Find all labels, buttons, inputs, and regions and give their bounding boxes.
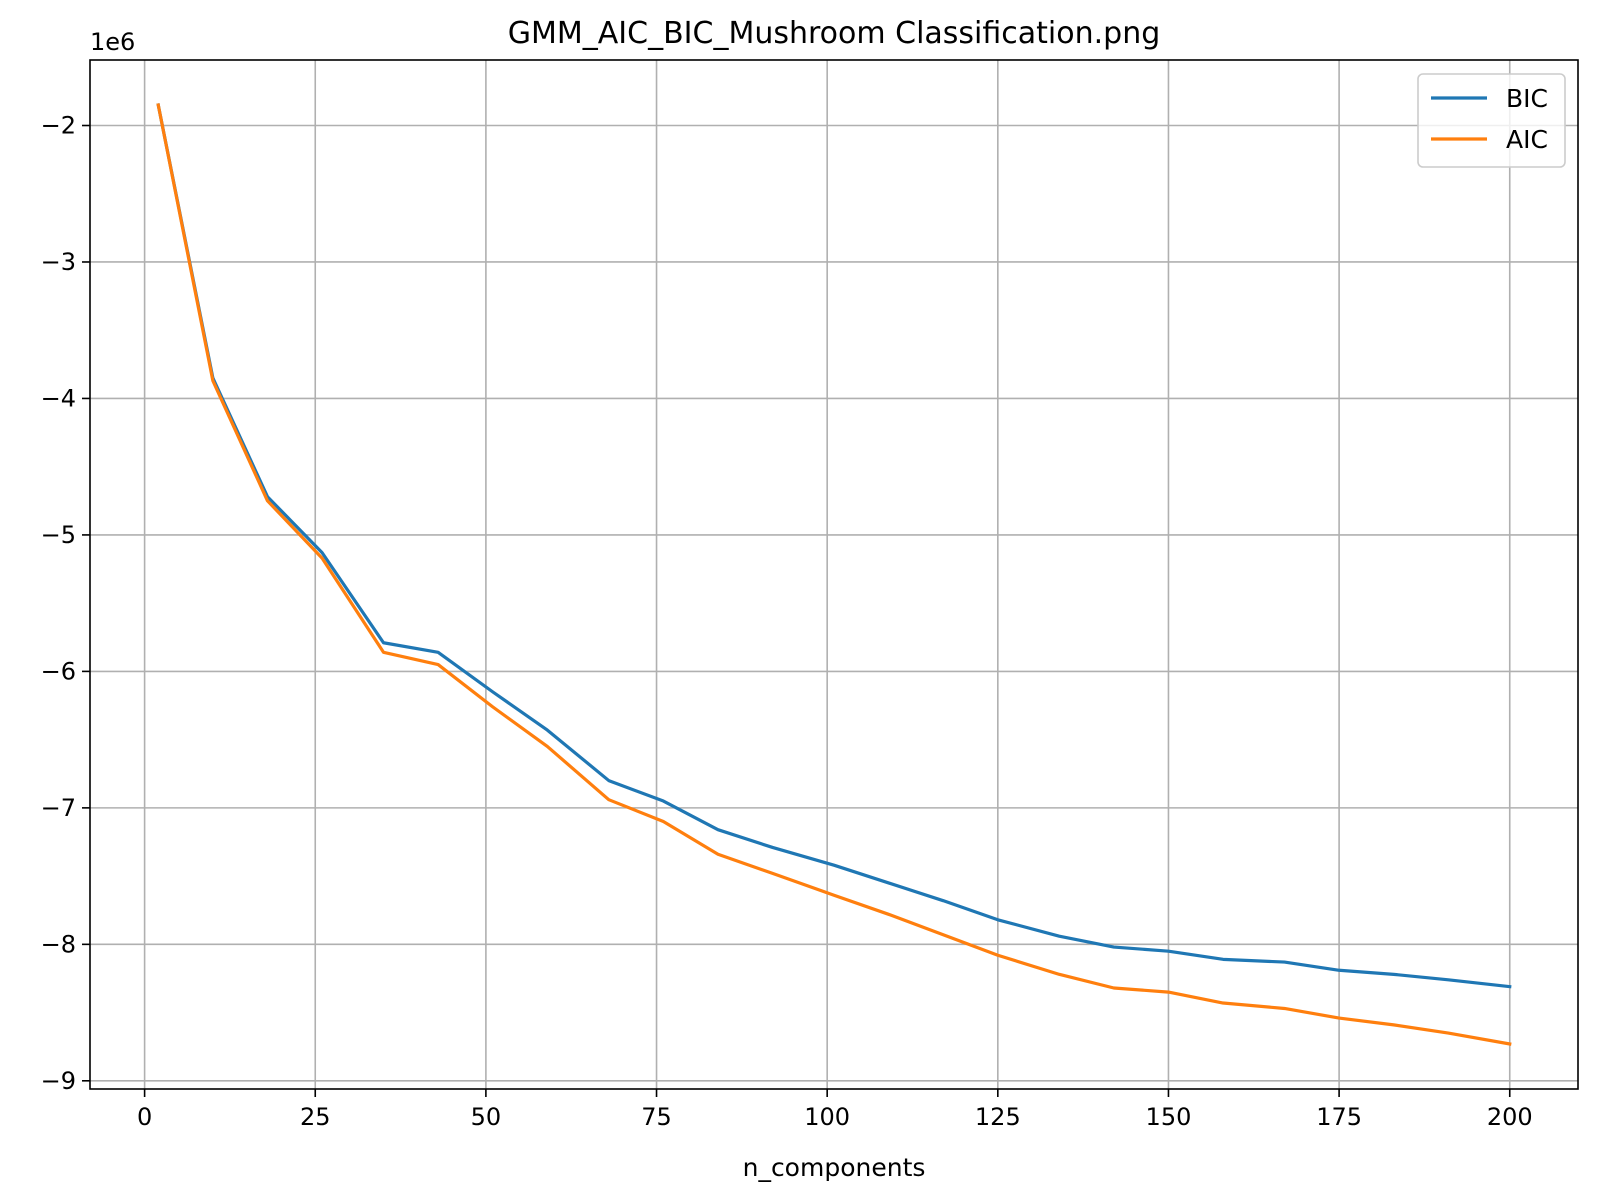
y-tick-label: −4 (41, 384, 76, 412)
axis-ticks (82, 124, 1511, 1097)
y-offset-label: 1e6 (90, 28, 135, 56)
plot-frame (89, 59, 1579, 1090)
x-tick-label: 75 (641, 1103, 672, 1131)
x-tick-label: 25 (300, 1103, 331, 1131)
y-tick-label: −6 (41, 657, 76, 685)
x-tick-label: 175 (1316, 1103, 1362, 1131)
x-tick-label: 50 (471, 1103, 502, 1131)
x-tick-label: 0 (137, 1103, 152, 1131)
plot-area (90, 60, 1578, 1089)
x-axis-label: n_components (743, 1153, 926, 1182)
tick-labels: 0 25 50 75 100 125 150 175 200 −2 −3 −4 −5 −6 −7 −8 −9 (41, 112, 1533, 1131)
chart-title: GMM_AIC_BIC_Mushroom Classification.png (508, 16, 1161, 51)
legend-label-aic: AIC (1506, 125, 1548, 154)
y-tick-label: −2 (41, 112, 76, 140)
y-tick-label: −7 (41, 794, 76, 822)
y-tick-label: −3 (41, 248, 76, 276)
y-tick-label: −5 (41, 521, 76, 549)
x-tick-label: 150 (1146, 1103, 1192, 1131)
legend-label-bic: BIC (1506, 84, 1548, 113)
grid (90, 60, 1578, 1089)
x-tick-label: 125 (975, 1103, 1021, 1131)
y-tick-label: −8 (41, 930, 76, 958)
series-line-aic (156, 103, 1512, 1046)
series-line-bic (156, 103, 1512, 989)
legend: BIC AIC (1417, 73, 1566, 168)
series-layer (156, 103, 1512, 1046)
y-tick-label: −9 (41, 1067, 76, 1095)
x-tick-label: 200 (1487, 1103, 1533, 1131)
x-tick-label: 100 (804, 1103, 850, 1131)
